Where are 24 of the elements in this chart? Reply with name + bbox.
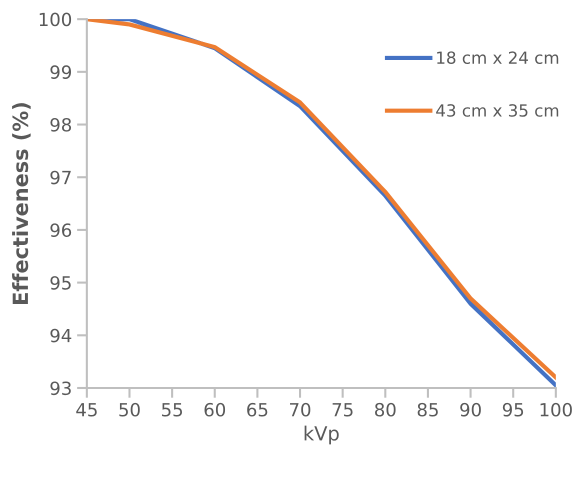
y-tick-label: 95 (50, 276, 71, 290)
y-tick-label: 99 (50, 65, 71, 79)
y-tick-label: 97 (50, 170, 71, 184)
x-tick-label: 90 (460, 402, 481, 417)
x-tick-label: 60 (204, 402, 226, 417)
x-tick-label: 70 (290, 402, 310, 417)
y-axis-title: Effectiveness (%) (12, 103, 31, 304)
x-axis-title: kVp (304, 426, 339, 444)
x-tick-label: 45 (76, 403, 97, 417)
x-tick-label: 100 (540, 402, 572, 417)
y-tick-label: 96 (50, 223, 72, 238)
x-tick-label: 95 (502, 402, 524, 417)
x-tick-label: 85 (418, 402, 438, 417)
x-tick-label: 75 (332, 403, 353, 417)
x-tick-label: 80 (375, 402, 396, 417)
y-tick-label: 94 (50, 328, 72, 342)
y-tick-label: 93 (50, 381, 71, 396)
x-tick-label: 55 (162, 403, 182, 417)
y-tick-label: 100 (40, 12, 72, 26)
legend-label: 43 cm x 35 cm (436, 104, 558, 117)
legend-label: 18 cm x 24 cm (437, 51, 558, 64)
y-tick-label: 98 (50, 118, 72, 132)
x-tick-label: 50 (119, 402, 140, 417)
x-tick-label: 65 (247, 402, 268, 417)
